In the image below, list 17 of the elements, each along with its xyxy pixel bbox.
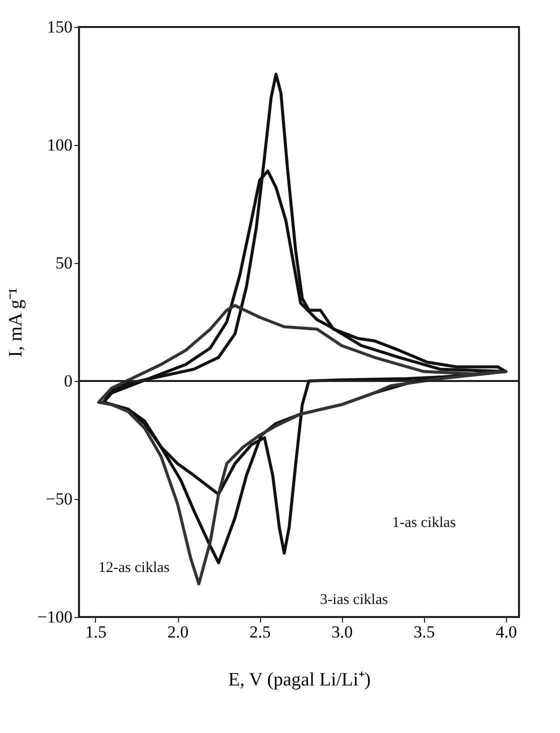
x-tick-label: 2.5 <box>249 622 271 642</box>
x-tick-label: 4.0 <box>496 622 517 642</box>
x-tick-label: 3.0 <box>332 622 353 642</box>
y-tick-label: −100 <box>37 608 72 626</box>
y-tick-label: 50 <box>56 254 72 272</box>
y-axis-title: I, mA g⁻¹ <box>5 288 26 358</box>
y-tick-label: 150 <box>47 18 72 36</box>
x-tick-label: 3.5 <box>414 622 435 642</box>
annotation: 12-as ciklas <box>98 560 170 576</box>
annotation: 3-ias ciklas <box>320 592 388 608</box>
x-axis-title: E, V (pagal Li/Li⁺) <box>228 670 371 690</box>
y-tick-label: 0 <box>64 372 72 390</box>
y-tick-label: 100 <box>47 136 72 154</box>
annotation: 1-as ciklas <box>392 515 456 531</box>
x-tick-label: 1.5 <box>85 622 107 642</box>
x-tick-label: 2.0 <box>167 622 189 642</box>
y-tick-label: −50 <box>46 490 72 508</box>
